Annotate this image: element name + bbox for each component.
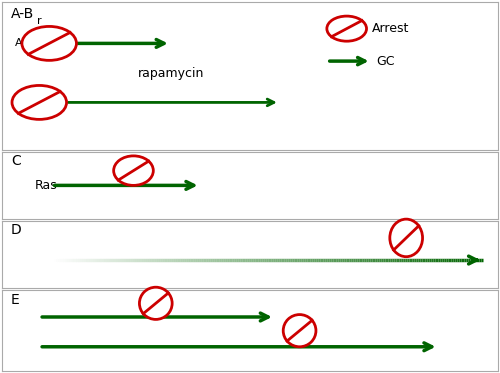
Ellipse shape [12, 85, 66, 119]
Ellipse shape [327, 16, 366, 41]
Text: C: C [11, 154, 21, 168]
Ellipse shape [140, 287, 172, 319]
Text: rapamycin: rapamycin [138, 67, 204, 80]
Text: E: E [11, 293, 20, 307]
Ellipse shape [114, 156, 154, 185]
Text: GC: GC [376, 54, 395, 68]
Ellipse shape [283, 314, 316, 347]
Ellipse shape [22, 26, 76, 60]
Text: D: D [11, 223, 22, 237]
Text: A: A [14, 38, 22, 48]
Text: A-B: A-B [11, 6, 34, 21]
Text: Ras: Ras [34, 179, 57, 192]
Text: r: r [37, 16, 42, 26]
Text: Arrest: Arrest [372, 22, 409, 35]
Ellipse shape [390, 219, 422, 257]
